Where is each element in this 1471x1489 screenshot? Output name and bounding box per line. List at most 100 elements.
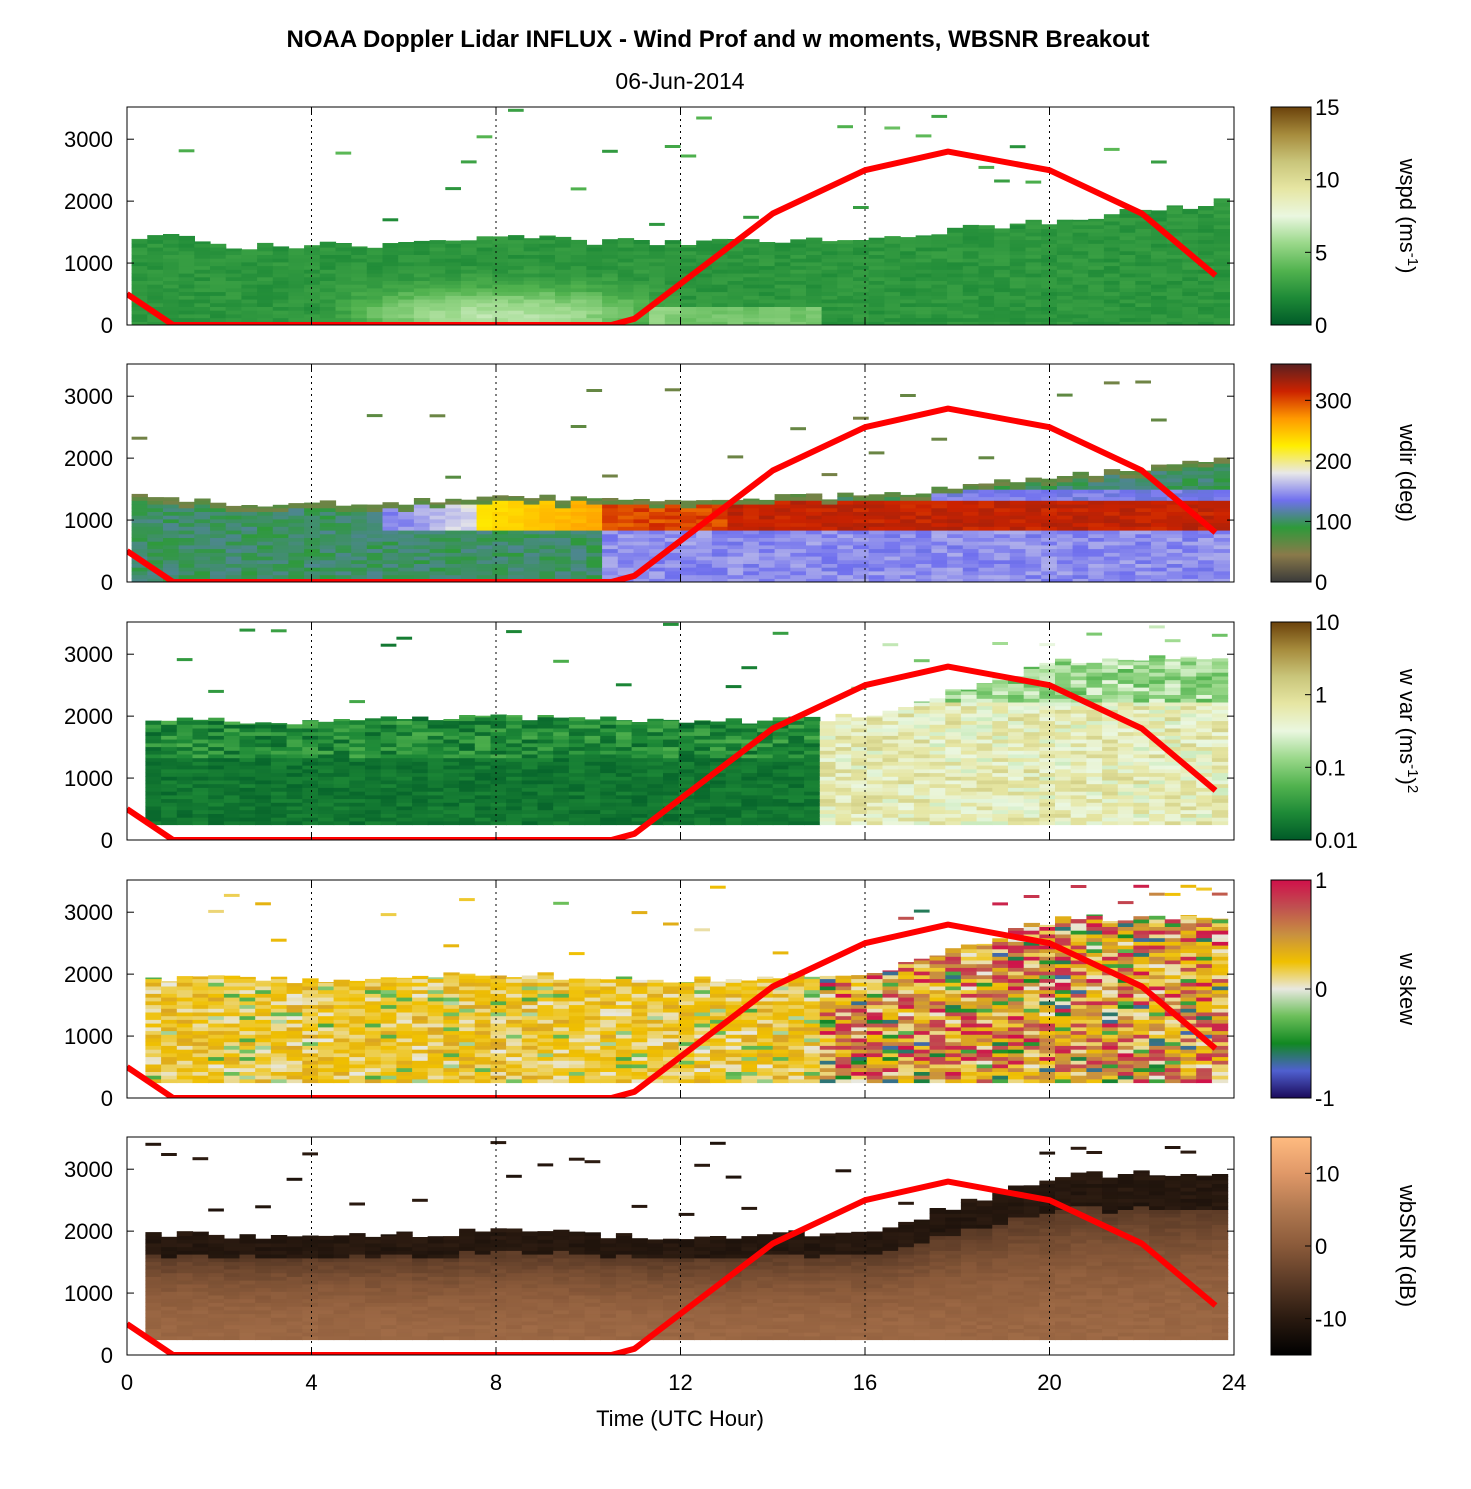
wspd-cell	[1213, 287, 1230, 293]
wspd-cell	[915, 235, 932, 237]
wdir-cell	[947, 488, 964, 490]
wdir-cell	[241, 518, 258, 524]
wdir-cell	[1182, 470, 1199, 475]
wspd-cell	[1088, 250, 1105, 255]
wvar-cell	[443, 783, 460, 788]
wvar-cell	[223, 802, 241, 807]
wdir-cell	[586, 500, 603, 505]
wspd-cell	[366, 302, 384, 307]
wdir-cell	[931, 552, 948, 557]
wspd-cell	[806, 269, 823, 274]
wvar-cell	[239, 739, 256, 744]
wvar-cell	[302, 779, 319, 785]
wspd-cell	[962, 228, 980, 233]
wdir-cell	[1056, 556, 1074, 561]
wspd-cell	[633, 243, 650, 248]
wspd-cell	[492, 295, 509, 300]
wspd-cell	[664, 280, 682, 285]
wvar-cell	[553, 776, 570, 781]
wspd-cell	[1072, 224, 1089, 229]
wspd-cell	[978, 299, 995, 304]
wdir-cell	[210, 559, 227, 564]
wvar-cell	[537, 757, 554, 762]
wspd-cell	[884, 239, 901, 244]
wspd-cell	[304, 291, 321, 296]
wspd-cell	[210, 310, 227, 315]
wdir-cell	[743, 541, 760, 546]
wdir-cell	[445, 574, 462, 579]
wdir-cell	[570, 511, 587, 516]
wdir-cell	[774, 511, 791, 516]
wvar-cell	[490, 739, 507, 744]
wvar-cell	[819, 753, 837, 759]
wspd-cell	[1213, 291, 1230, 296]
wdir-cell	[1072, 515, 1089, 520]
wvar-cell	[647, 805, 664, 811]
wdir-cell	[492, 515, 509, 520]
wdir-cell	[931, 563, 948, 568]
wspd-cell	[194, 295, 211, 300]
wdir-cell	[460, 522, 478, 527]
wvar-cell	[270, 772, 288, 777]
wvar-cell	[459, 753, 476, 759]
wvar-cell	[788, 765, 805, 770]
wdir-cell	[539, 522, 556, 527]
wvar-cell	[788, 750, 805, 755]
wvar-cell	[866, 787, 884, 792]
wdir-cell	[617, 567, 635, 572]
wdir-cell	[304, 504, 321, 509]
wdir-cell	[900, 567, 917, 572]
wspd-cell	[1166, 217, 1183, 222]
wdir-cell	[962, 492, 980, 498]
wspd-cell	[758, 247, 776, 252]
wvar-cell	[161, 779, 178, 785]
wdir-cell	[758, 511, 776, 516]
wvar-cell	[192, 802, 209, 807]
wdir-cell	[868, 530, 885, 535]
wvar-cell	[788, 753, 805, 759]
wspd-cell	[539, 313, 556, 319]
wvar-cell	[537, 750, 554, 755]
wdir-cell	[539, 518, 556, 524]
wvar-cell	[176, 753, 194, 759]
colorbar-tick-label: 10	[1315, 168, 1339, 193]
colorbar-tick-label: 200	[1315, 449, 1352, 474]
wspd-cell	[664, 269, 682, 274]
wdir-cell	[1151, 552, 1168, 557]
wdir-cell	[853, 556, 870, 561]
wvar-cell	[851, 717, 868, 722]
wdir-cell	[413, 500, 431, 505]
wvar-cell	[584, 753, 601, 759]
wspd-cell	[304, 280, 321, 285]
wdir-cell	[1151, 526, 1168, 531]
wdir-cell	[947, 526, 964, 531]
wvar-cell	[474, 772, 492, 777]
wspd-cell	[304, 261, 321, 267]
wspd-cell	[570, 273, 587, 278]
wdir-cell	[398, 537, 415, 542]
wdir-cell	[241, 570, 258, 576]
wvar-cell	[427, 783, 444, 788]
wdir-cell	[994, 504, 1011, 509]
wvar-cell	[176, 772, 194, 777]
y-tick-label: 3000	[64, 384, 113, 409]
wspd-cell	[602, 247, 619, 252]
wvar-cell	[819, 768, 837, 774]
wspd-cell	[743, 321, 760, 325]
wspd-cell	[508, 317, 525, 322]
wvar-cell	[506, 735, 523, 740]
wspd-cell	[304, 269, 321, 274]
wspd-cell	[853, 261, 870, 267]
wdir-cell	[539, 556, 556, 561]
wspd-cell	[1088, 280, 1105, 285]
wdir-cell	[351, 537, 368, 542]
wdir-cell	[508, 552, 525, 557]
wvar-cell	[631, 765, 648, 770]
wdir-cell	[413, 570, 431, 576]
wdir-cell	[821, 559, 838, 564]
wvar-cell	[318, 750, 335, 755]
wdir-cell	[1119, 559, 1136, 564]
wspd-cell	[382, 254, 399, 259]
wspd-cell	[711, 306, 729, 311]
wvar-cell	[349, 750, 366, 755]
